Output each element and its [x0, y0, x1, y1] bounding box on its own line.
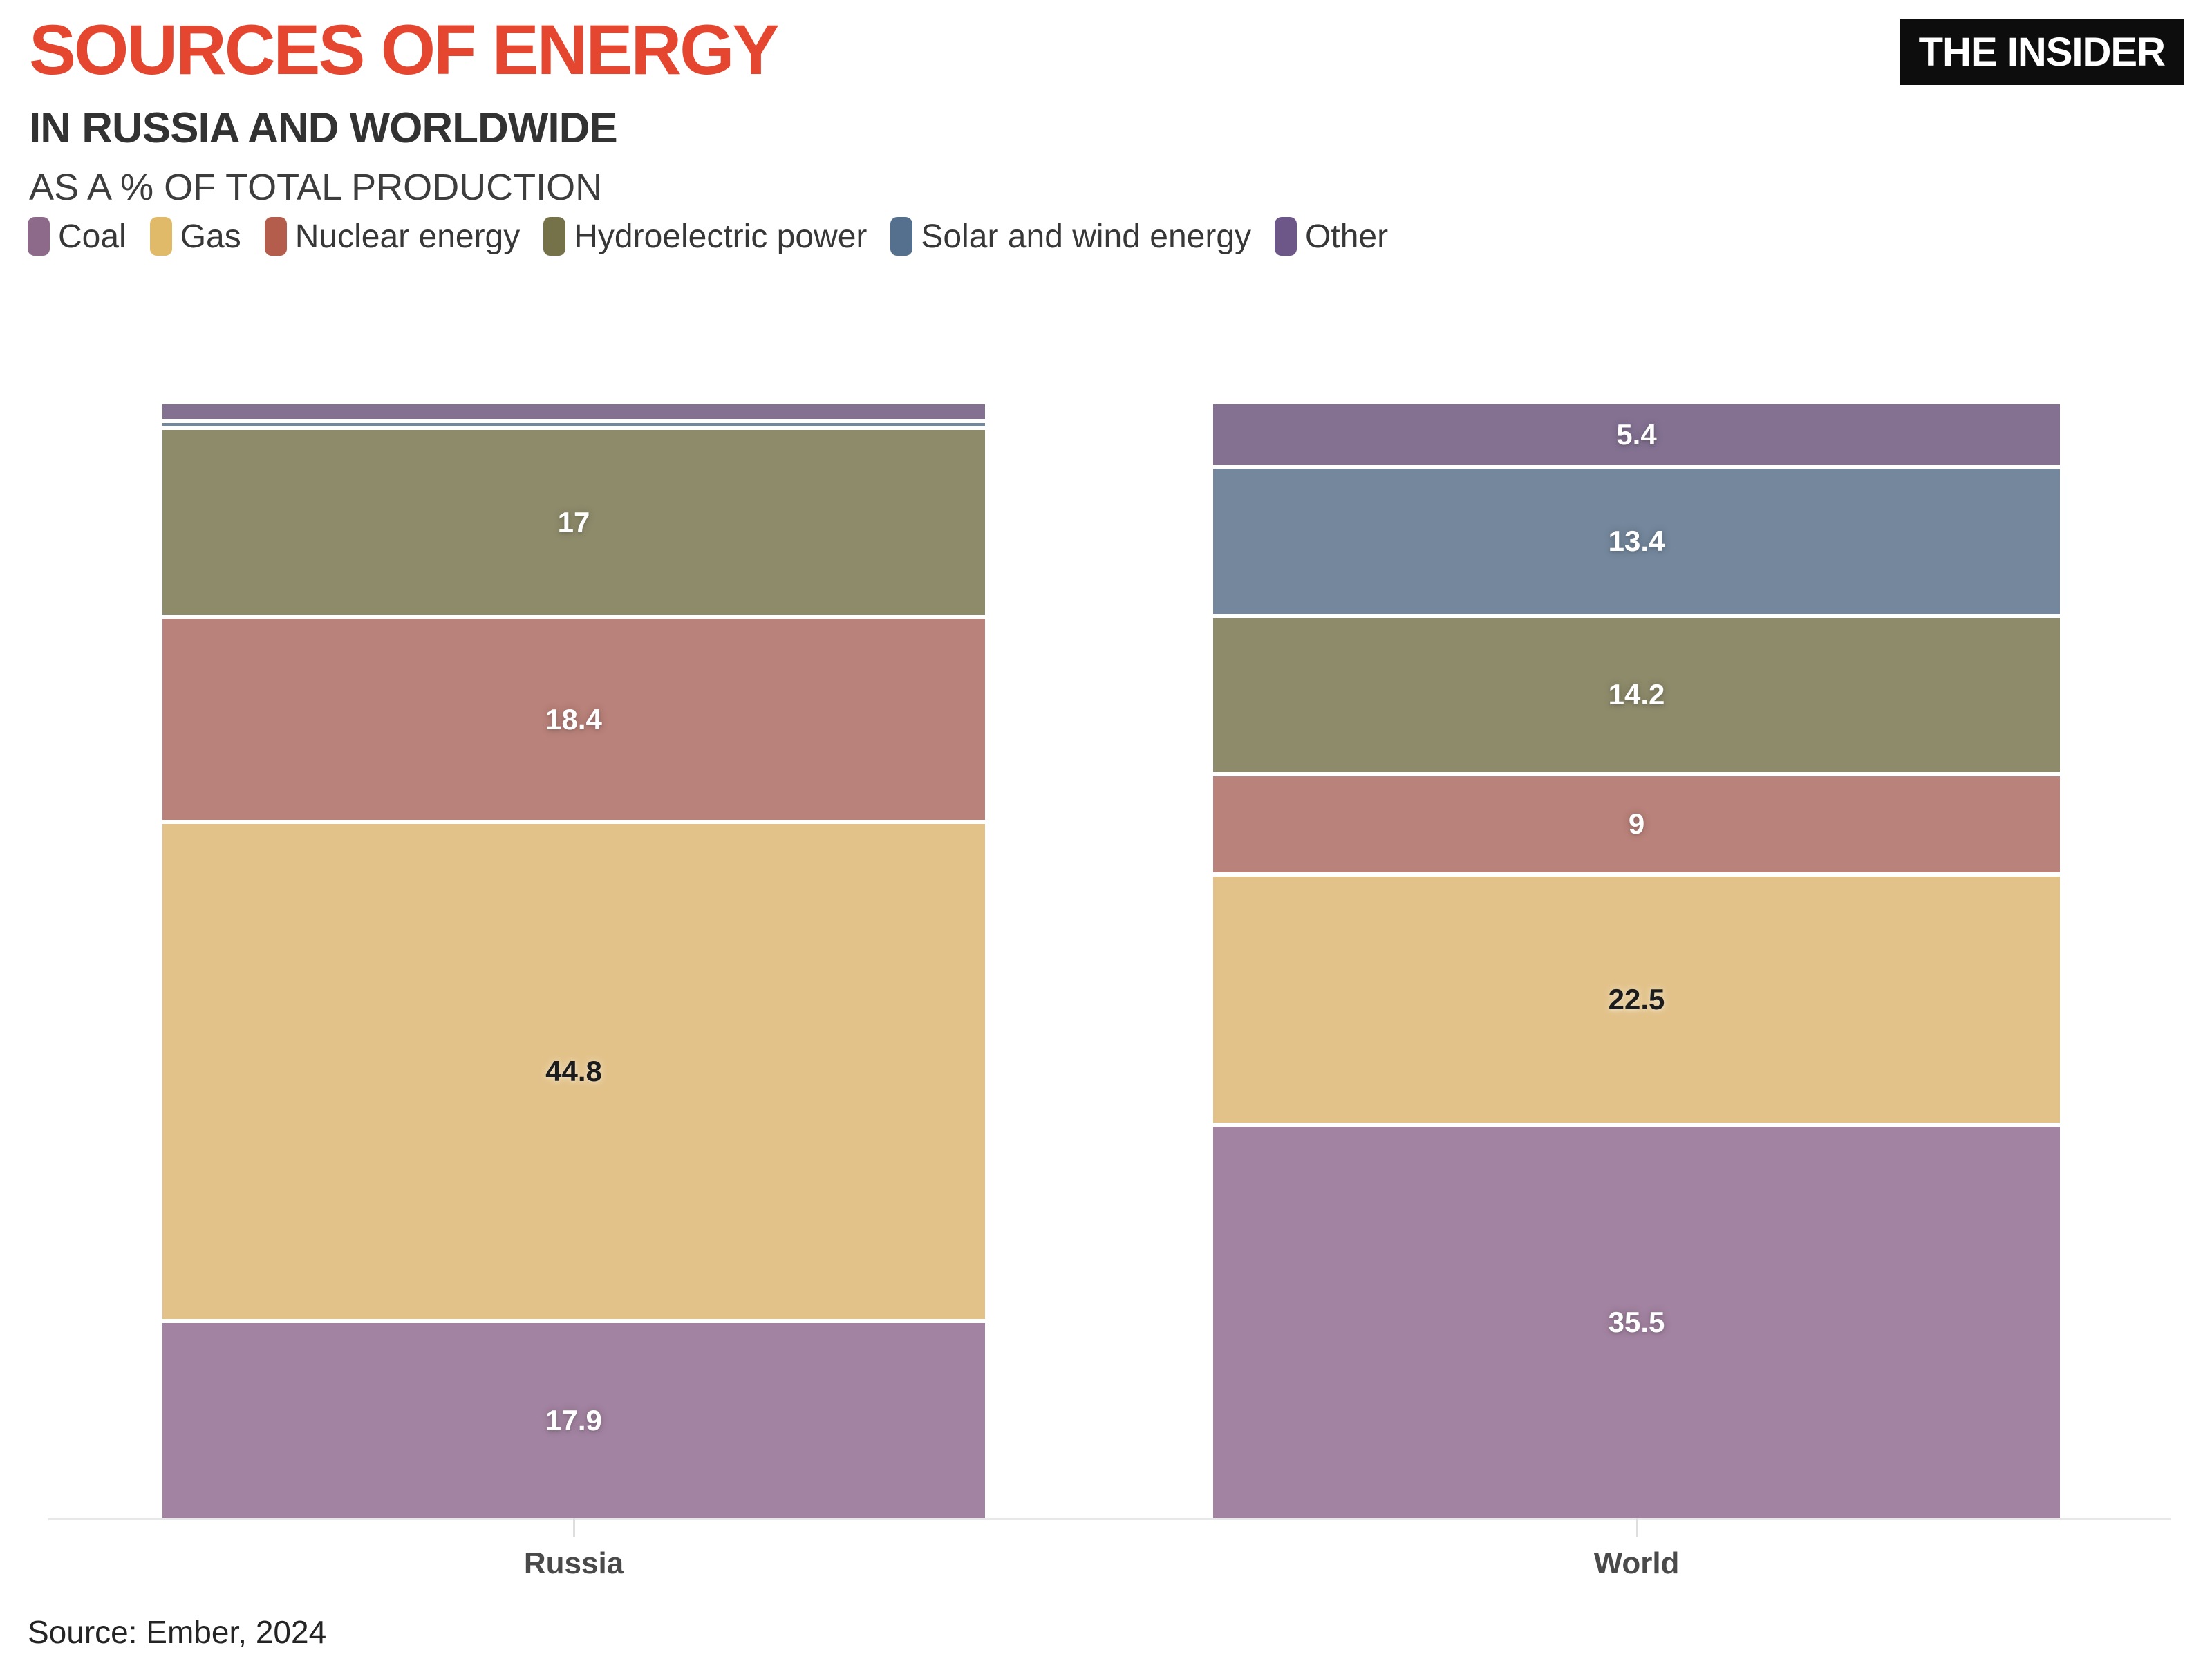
- segment-other-world: 5.4: [1213, 404, 2060, 465]
- segment-value-gas-world: 22.5: [1608, 982, 1665, 1015]
- segment-hydroelectric-power-russia: 17: [162, 425, 985, 615]
- legend-item-gas: Gas: [149, 217, 241, 256]
- page-description: AS A % OF TOTAL PRODUCTION: [29, 167, 603, 208]
- segment-solar-and-wind-energy-russia: [162, 418, 985, 426]
- segment-value-gas-russia: 44.8: [545, 1054, 602, 1087]
- segment-coal-russia: 17.9: [162, 1318, 985, 1518]
- segment-value-other-world: 5.4: [1616, 418, 1657, 451]
- legend-label: Other: [1305, 218, 1389, 255]
- legend-label: Nuclear energy: [294, 218, 521, 255]
- segment-value-coal-russia: 17.9: [545, 1403, 602, 1436]
- segment-solar-and-wind-energy-world: 13.4: [1213, 465, 2060, 614]
- legend-swatch-coal: [28, 217, 50, 256]
- source-note: Source: Ember, 2024: [28, 1614, 327, 1650]
- x-axis-tick-world: [1635, 1518, 1638, 1537]
- segment-value-nuclear-energy-world: 9: [1628, 807, 1645, 841]
- page-subtitle: IN RUSSIA AND WORLDWIDE: [29, 104, 618, 152]
- stacked-bar-world: 35.5 22.5 9 14.2 13.4 5.4: [1213, 404, 2060, 1518]
- stacked-bar-russia: 17.9 44.8 18.4 17: [162, 404, 985, 1518]
- legend-label: Hydroelectric power: [574, 218, 868, 255]
- segment-hydroelectric-power-world: 14.2: [1213, 613, 2060, 772]
- legend-label: Gas: [180, 218, 241, 255]
- x-axis-label-world: World: [1593, 1546, 1680, 1580]
- legend-swatch-gas: [149, 217, 172, 256]
- legend-swatch-nuclear-energy: [264, 217, 287, 256]
- legend-item-other: Other: [1275, 217, 1388, 256]
- legend-swatch-hydroelectric-power: [543, 217, 566, 256]
- brand-logo-text: THE INSIDER: [1918, 30, 2166, 75]
- segment-value-hydroelectric-power-russia: 17: [557, 505, 590, 538]
- segment-coal-world: 35.5: [1213, 1123, 2060, 1518]
- segment-nuclear-energy-russia: 18.4: [162, 615, 985, 820]
- legend-item-hydroelectric-power: Hydroelectric power: [543, 217, 867, 256]
- segment-value-hydroelectric-power-world: 14.2: [1608, 678, 1665, 711]
- segment-gas-russia: 44.8: [162, 819, 985, 1319]
- legend-item-coal: Coal: [28, 217, 126, 256]
- segment-value-nuclear-energy-russia: 18.4: [545, 702, 602, 735]
- plot-area: 17.9 44.8 18.4 17 Russia 35.5 22.5 9 14.2 13.4 5.4…: [0, 404, 2212, 1580]
- legend-swatch-other: [1275, 217, 1297, 256]
- legend-label: Solar and wind energy: [921, 218, 1252, 255]
- segment-gas-world: 22.5: [1213, 872, 2060, 1123]
- x-axis-tick-russia: [573, 1518, 575, 1537]
- page-title: SOURCES OF ENERGY: [29, 10, 780, 89]
- legend-item-nuclear-energy: Nuclear energy: [264, 217, 521, 256]
- x-axis-label-russia: Russia: [523, 1546, 624, 1580]
- segment-other-russia: [162, 404, 985, 419]
- legend-item-solar-and-wind-energy: Solar and wind energy: [890, 217, 1251, 256]
- chart-legend: Coal Gas Nuclear energy Hydroelectric power…: [28, 217, 1388, 256]
- legend-swatch-solar-and-wind-energy: [890, 217, 913, 256]
- segment-value-solar-and-wind-energy-world: 13.4: [1608, 524, 1665, 557]
- x-axis-line: [48, 1518, 2171, 1520]
- brand-logo: THE INSIDER: [1899, 19, 2184, 85]
- segment-value-coal-world: 35.5: [1608, 1306, 1665, 1339]
- legend-label: Coal: [58, 218, 126, 255]
- segment-nuclear-energy-world: 9: [1213, 771, 2060, 872]
